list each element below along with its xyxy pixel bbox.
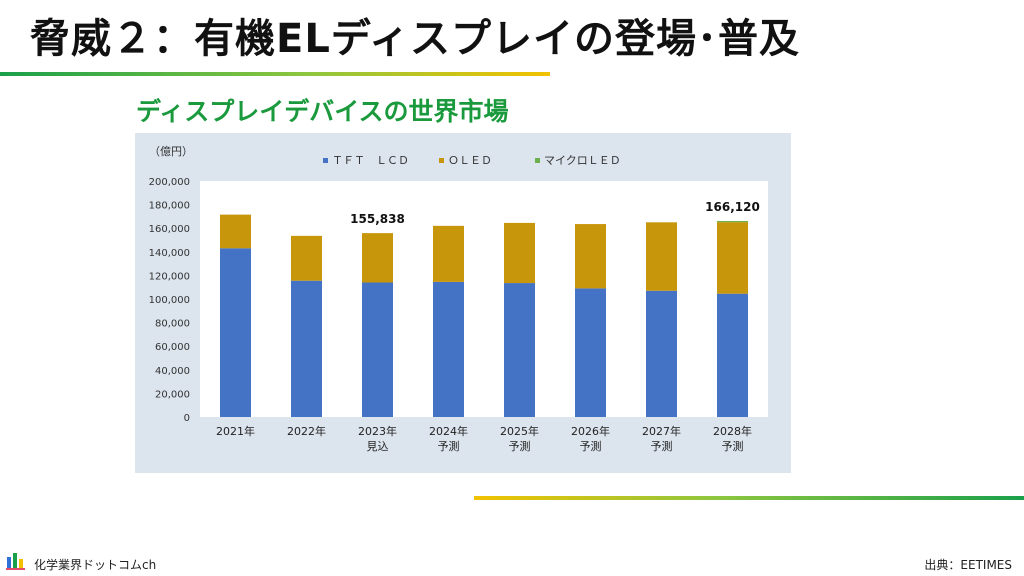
x-tick-label: 2026年	[571, 424, 610, 438]
y-tick-label: 80,000	[155, 319, 190, 330]
bar-segment-0	[291, 280, 322, 417]
bar-segment-1	[433, 225, 464, 282]
bar-segment-1	[575, 224, 606, 289]
x-tick-label: 2027年	[642, 424, 681, 438]
chart-panel: 0 20,000 40,000 60,000 80,000 100,000 120,000 1…	[135, 133, 791, 473]
bottom-gradient-divider	[474, 496, 1024, 500]
x-tick-label: 見込	[367, 440, 389, 453]
bar-segment-1	[291, 235, 322, 281]
x-tick-label: 予測	[651, 439, 673, 453]
y-tick-label: 140,000	[149, 248, 190, 259]
legend-label: ＴＦＴ ＬＣＤ	[332, 154, 409, 167]
channel-logo-icon	[4, 548, 28, 572]
y-tick-label: 0	[184, 413, 190, 424]
bar-segment-0	[362, 282, 393, 417]
x-tick-label: 2024年	[429, 424, 468, 438]
y-tick-label: 120,000	[149, 271, 190, 282]
legend-label: ＯＬＥＤ	[448, 154, 492, 167]
footer-source: 出典：EETIMES	[924, 558, 1012, 572]
y-tick-label: 60,000	[155, 342, 190, 353]
legend-label: マイクロＬＥＤ	[544, 154, 621, 167]
total-data-label: 155,838	[350, 212, 405, 226]
x-tick-label: 2028年	[713, 424, 752, 438]
y-tick-label: 20,000	[155, 389, 190, 400]
y-tick-label: 40,000	[155, 366, 190, 377]
y-tick-label: 100,000	[149, 295, 190, 306]
total-data-label: 166,120	[705, 200, 760, 214]
bar-segment-1	[220, 214, 251, 249]
y-axis-unit: （億円）	[149, 145, 193, 158]
footer-brand: 化学業界ドットコムch	[34, 558, 157, 572]
x-tick-label: 予測	[438, 439, 460, 453]
bar-segment-1	[362, 233, 393, 283]
y-tick-label: 160,000	[149, 224, 190, 235]
x-tick-label: 2025年	[500, 424, 539, 438]
x-tick-label: 予測	[722, 439, 744, 453]
bar-segment-0	[220, 248, 251, 417]
legend-swatch	[439, 158, 444, 163]
bar-segment-1	[646, 222, 677, 291]
bar-segment-1	[717, 222, 748, 294]
x-tick-label: 2021年	[216, 424, 255, 438]
x-tick-label: 2023年	[358, 424, 397, 438]
stacked-bar-chart: 0 20,000 40,000 60,000 80,000 100,000 120,000 1…	[149, 145, 768, 453]
slide-title: 脅威２：有機ELディスプレイの登場･普及	[30, 16, 801, 62]
bar-segment-0	[717, 293, 748, 417]
x-tick-label: 予測	[509, 439, 531, 453]
bar-segment-2	[717, 220, 748, 223]
legend-swatch	[323, 158, 328, 163]
bar-segment-0	[646, 290, 677, 417]
bar-segment-0	[504, 283, 535, 417]
bar-segment-0	[433, 281, 464, 417]
bar-segment-1	[504, 222, 535, 284]
bar-segment-0	[575, 288, 606, 417]
x-tick-label: 予測	[580, 439, 602, 453]
x-tick-label: 2022年	[287, 424, 326, 438]
top-gradient-divider	[0, 72, 550, 76]
y-tick-label: 180,000	[149, 201, 190, 212]
plot-area	[200, 181, 768, 417]
legend-swatch	[535, 158, 540, 163]
chart-subtitle: ディスプレイデバイスの世界市場	[136, 97, 509, 126]
y-tick-label: 200,000	[149, 177, 190, 188]
